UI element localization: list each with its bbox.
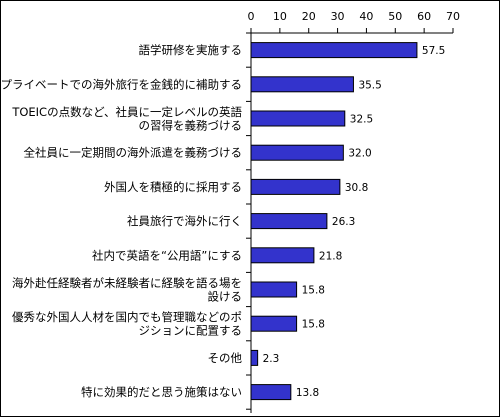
bar-value-label: 26.3 [332,216,355,228]
bar [250,178,341,195]
category-label: 外国人を積極的に採用する [104,180,242,194]
category-label: TOEICの点数など、社員に一定レベルの英語 [11,105,242,119]
bar [250,213,328,230]
bar-value-label: 15.8 [302,319,325,331]
bar [250,76,354,93]
category-label: 語学研修を実施する [139,43,243,57]
category-label: の習得を義務づける [139,118,243,132]
bar-value-label: 57.5 [422,45,445,57]
category-label: 優秀な外国人人材を国内でも管理職などのポ [12,310,242,324]
bar-value-label: 21.8 [319,250,342,262]
bar [250,110,346,127]
bar-value-label: 32.0 [348,148,371,160]
x-tick-label: 40 [359,10,373,23]
bar-value-label: 30.8 [345,182,368,194]
category-label: ジションに配置する [139,323,243,337]
bar [250,144,344,161]
bar [250,349,259,366]
bar-value-label: 32.5 [350,114,373,126]
bar [250,247,315,264]
bar-value-label: 13.8 [296,387,319,399]
category-label: 全社員に一定期間の海外派遣を義務づける [24,146,243,160]
x-tick-label: 10 [273,10,287,23]
category-label: プライベートでの海外旅行を金銭的に補助する [1,77,242,91]
x-tick-label: 20 [302,10,316,23]
category-label: 社員旅行で海外に行く [127,214,242,228]
category-label: 海外赴任経験者が未経験者に経験を語る場を [12,276,242,290]
category-label: その他 [208,351,243,365]
bar-value-label: 35.5 [358,79,381,91]
category-label: 設ける [208,289,243,303]
x-tick-label: 70 [446,10,460,23]
bar [250,315,298,332]
bar-value-label: 2.3 [263,353,280,365]
x-tick-label: 60 [417,10,431,23]
bar [250,384,292,401]
bar [250,42,418,59]
bar [250,281,298,298]
x-tick-label: 50 [388,10,402,23]
category-label: 社内で英語を“公用語”にする [92,248,242,262]
x-tick-label: 0 [248,10,255,23]
category-label: 特に効果的だと思う施策はない [81,385,242,399]
x-tick-label: 30 [331,10,345,23]
bar-value-label: 15.8 [302,285,325,297]
